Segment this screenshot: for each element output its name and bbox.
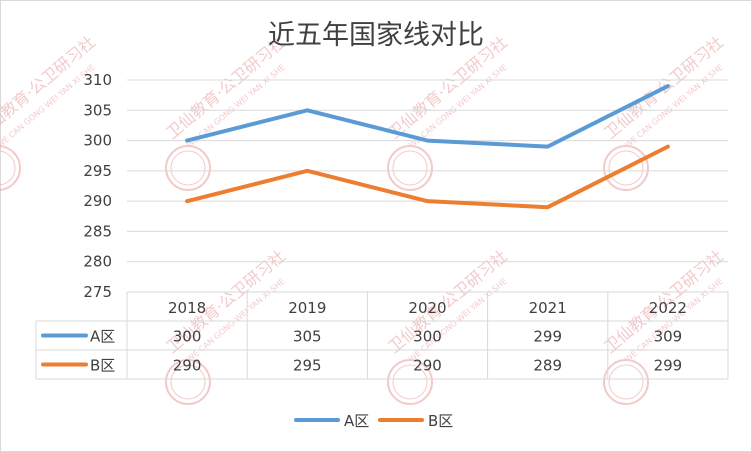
watermark-seal-inner-icon bbox=[0, 150, 16, 186]
watermark-seal-inner-icon bbox=[392, 150, 428, 186]
data-value-cell: 289 bbox=[533, 357, 562, 375]
y-tick-label: 305 bbox=[83, 101, 112, 119]
x-category-label: 2022 bbox=[649, 299, 687, 317]
watermark-seal-icon bbox=[387, 359, 433, 405]
y-axis: 275 280 285 290 295 300 305 310 bbox=[83, 71, 112, 301]
data-value-cell: 300 bbox=[413, 328, 442, 346]
watermark-seal-icon bbox=[165, 359, 211, 405]
y-tick-label: 280 bbox=[83, 253, 112, 271]
watermark-seal-icon bbox=[603, 359, 649, 405]
data-value-cell: 295 bbox=[293, 357, 322, 375]
series-line bbox=[185, 84, 670, 149]
watermark-seal-inner-icon bbox=[608, 364, 644, 400]
y-tick-label: 295 bbox=[83, 162, 112, 180]
data-value-cell: 299 bbox=[533, 328, 562, 346]
watermark-seal-inner-icon bbox=[392, 364, 428, 400]
watermark-seal-icon bbox=[165, 145, 211, 191]
x-category-label: 2018 bbox=[168, 299, 206, 317]
watermark-text: 卫仙教育·公卫研习社 bbox=[384, 246, 510, 356]
y-tick-label: 290 bbox=[83, 192, 112, 210]
table-series-label: A区 bbox=[90, 328, 115, 346]
watermark-seal-icon bbox=[603, 145, 649, 191]
watermark-seal-inner-icon bbox=[170, 364, 206, 400]
data-value-cell: 299 bbox=[654, 357, 683, 375]
chart-title: 近五年国家线对比 bbox=[268, 20, 484, 51]
x-category-label: 2021 bbox=[529, 299, 567, 317]
x-category-label: 2019 bbox=[288, 299, 326, 317]
data-value-cell: 309 bbox=[654, 328, 683, 346]
data-table: 2018 2019 2020 2021 2022 A区 300 305 300 299 309 B区 2… bbox=[35, 291, 729, 380]
data-value-cell: 290 bbox=[413, 357, 442, 375]
data-value-cell: 305 bbox=[293, 328, 322, 346]
watermark-seal-icon bbox=[387, 145, 433, 191]
y-tick-label: 285 bbox=[83, 222, 112, 240]
y-tick-label: 275 bbox=[83, 283, 112, 301]
data-value-cell: 290 bbox=[173, 357, 202, 375]
y-tick-label: 310 bbox=[83, 71, 112, 89]
y-tick-label: 300 bbox=[83, 132, 112, 150]
watermark-seal-inner-icon bbox=[608, 150, 644, 186]
legend: A区 B区 bbox=[294, 412, 453, 430]
series-lines bbox=[185, 84, 670, 210]
legend-label: B区 bbox=[428, 412, 453, 430]
x-category-label: 2020 bbox=[408, 299, 446, 317]
legend-label: A区 bbox=[344, 412, 369, 430]
series-line bbox=[185, 144, 670, 210]
data-value-cell: 300 bbox=[173, 328, 202, 346]
watermark-seal-icon bbox=[0, 145, 21, 191]
table-series-label: B区 bbox=[90, 357, 115, 375]
watermark-seal-inner-icon bbox=[170, 150, 206, 186]
